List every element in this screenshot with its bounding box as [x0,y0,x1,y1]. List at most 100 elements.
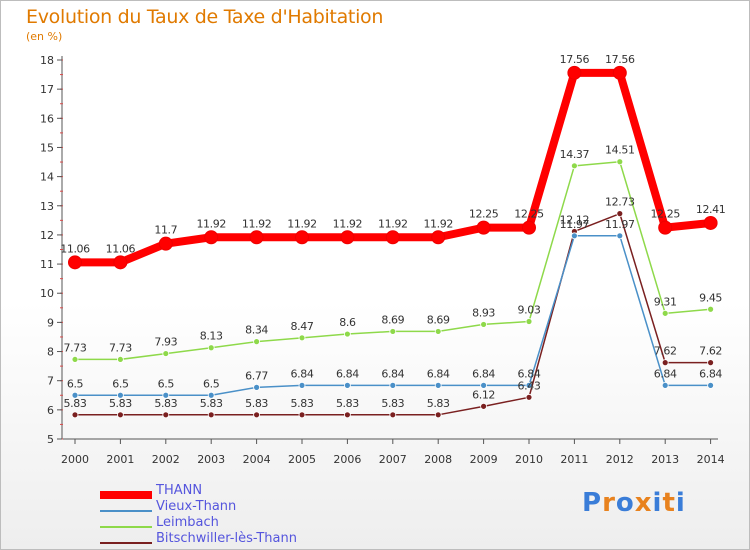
data-label-2: 14.51 [605,144,635,157]
data-label-1: 6.77 [245,369,268,382]
data-label-0: 12.25 [650,208,680,221]
data-label-2: 8.47 [291,320,314,333]
data-label-0: 11.92 [242,217,272,230]
data-label-3: 5.83 [200,397,223,410]
data-label-1: 6.84 [654,367,677,380]
data-label-0: 11.06 [60,242,90,255]
data-label-1: 6.84 [381,367,404,380]
legend-label-thann: THANN [156,483,203,498]
logo-letter: t [662,488,676,518]
series-point-2 [480,321,488,328]
data-label-0: 17.56 [605,53,635,66]
data-label-2: 7.93 [154,336,177,349]
data-label-2: 8.6 [339,316,356,329]
data-label-3: 6.43 [518,379,541,392]
series-point-1 [253,383,261,391]
logo-letter: P [582,488,603,518]
y-tick-label: 8 [47,346,54,359]
data-label-3: 5.83 [64,397,87,410]
series-point-0 [476,220,491,235]
series-point-2 [298,334,306,342]
series-point-3 [707,359,714,367]
y-tick-label: 12 [40,229,54,242]
data-label-2: 8.13 [200,330,223,343]
series-point-0 [249,230,264,245]
data-label-2: 8.93 [472,306,495,319]
logo-letter: o [615,488,635,518]
series-point-3 [207,411,215,419]
series-point-0 [158,236,173,251]
data-label-1: 6.5 [67,377,84,390]
y-tick-label: 5 [47,433,54,446]
logo-letter: i [675,488,686,518]
series-point-2 [162,350,170,357]
series-point-2 [571,162,578,170]
series-point-1 [661,381,669,389]
series-point-1 [389,381,397,389]
data-label-2: 9.45 [699,291,722,304]
series-point-1 [707,381,714,389]
data-label-0: 11.92 [333,217,363,230]
chart-title: Evolution du Taux de Taxe d'Habitation [26,6,384,28]
series-point-3 [298,411,306,419]
series-point-3 [480,402,488,410]
x-tick-label: 2011 [560,453,588,466]
data-label-3: 5.83 [154,397,177,410]
series-point-1 [571,232,578,240]
series-point-3 [253,411,261,419]
logo-letter: r [602,488,616,518]
series-point-3 [525,393,533,401]
series-point-2 [434,328,442,335]
legend-label-vieux-thann: Vieux-Thann [156,499,237,514]
data-label-2: 9.03 [518,304,541,317]
legend-swatch-bitschwiller [100,542,152,544]
series-point-1 [298,381,306,389]
x-tick-label: 2003 [197,453,225,466]
series-point-2 [389,328,397,335]
y-tick-label: 18 [40,54,54,67]
series-point-3 [389,411,397,419]
series-point-3 [616,210,624,218]
series-point-1 [480,381,488,389]
data-label-3: 12.73 [605,196,635,209]
data-label-0: 17.56 [560,53,590,66]
y-tick-label: 13 [40,200,54,213]
x-tick-label: 2006 [333,453,361,466]
data-label-2: 7.73 [64,341,87,354]
y-tick-label: 9 [47,316,54,329]
data-label-3: 6.12 [472,388,495,401]
series-point-2 [117,356,124,363]
data-label-0: 11.7 [154,224,177,237]
data-label-2: 8.34 [245,324,268,337]
y-tick-label: 15 [40,141,54,154]
series-point-0 [431,230,446,245]
series-point-0 [703,215,718,230]
series-point-2 [71,356,79,363]
data-label-1: 11.97 [605,218,635,231]
series-point-0 [567,65,582,80]
legend-item-bitschwiller: Bitschwiller-lès-Thann [100,531,360,548]
series-point-3 [162,411,170,419]
data-label-3: 5.83 [336,397,359,410]
data-label-2: 7.73 [109,341,132,354]
data-labels: 11.06 11.06 11.7 11.92 11.92 11.92 11.92 11.92 1… [60,53,725,410]
chart-axes: 5 6 7 8 9 10 11 12 13 14 15 16 17 18 2000 2001 2002 2003 2… [40,54,725,466]
chart-subtitle: (en %) [26,30,63,43]
series-point-1 [117,391,124,399]
data-label-3: 7.62 [654,345,677,358]
series-point-2 [616,158,624,166]
y-tick-label: 10 [40,287,54,300]
data-label-3: 5.83 [109,397,132,410]
series-point-3 [117,411,124,419]
series-point-2 [707,305,714,313]
legend-label-leimbach: Leimbach [156,515,219,530]
y-tick-label: 6 [47,404,54,417]
x-tick-label: 2007 [379,453,407,466]
x-tick-label: 2001 [106,453,134,466]
logo-letter: x [634,488,653,518]
data-label-0: 11.92 [287,217,317,230]
y-tick-label: 17 [40,83,54,96]
series-point-0 [340,230,355,245]
series-point-3 [434,411,442,419]
